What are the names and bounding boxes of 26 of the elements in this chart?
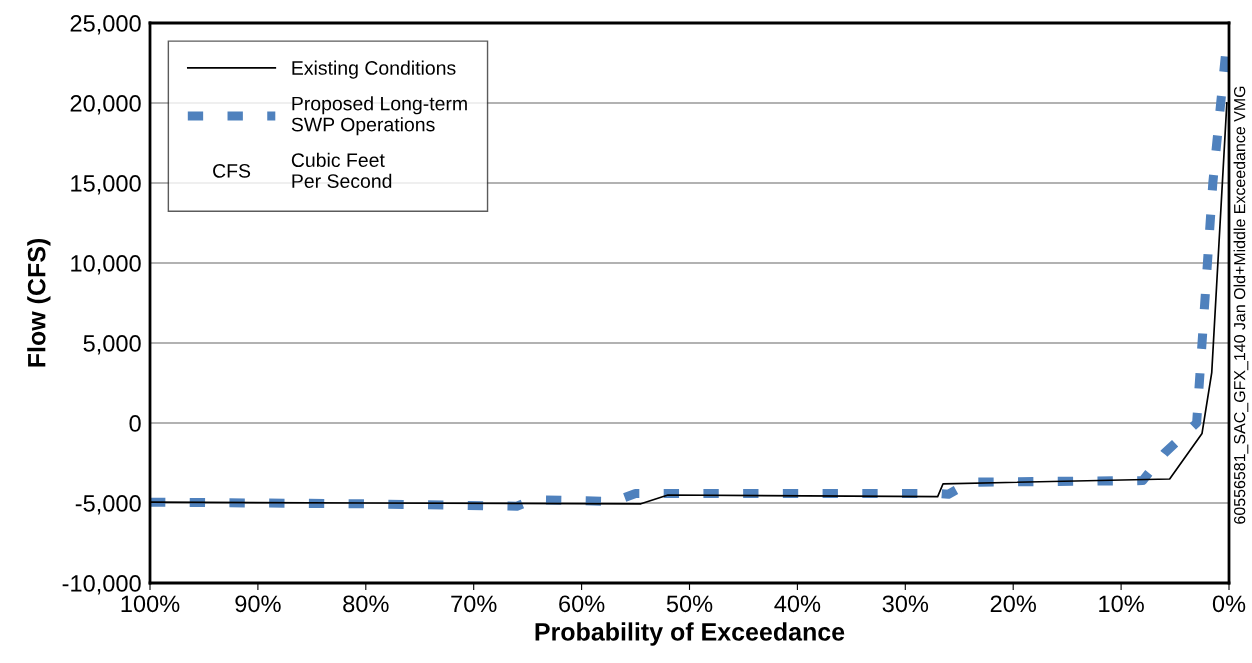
x-tick-label: 50% xyxy=(666,595,713,613)
x-tick-label: 40% xyxy=(774,595,821,613)
y-tick-label: -5,000 xyxy=(75,495,141,515)
x-tick-label: 30% xyxy=(882,595,929,613)
y-tick-label: 5,000 xyxy=(83,335,141,355)
x-tick-label: 100% xyxy=(121,595,180,613)
y-tick-label: -10,000 xyxy=(62,575,141,595)
x-tick-label: 20% xyxy=(990,595,1036,613)
x-tick-label: 80% xyxy=(343,595,389,613)
y-tick-label: 15,000 xyxy=(71,175,141,195)
x-tick-label: 70% xyxy=(451,595,497,613)
annotation: Cubic Feet Per Second xyxy=(291,152,392,188)
x-tick-label: 0% xyxy=(1212,595,1246,613)
legend-label: Existing Conditions xyxy=(292,60,456,79)
x-tick-label: 60% xyxy=(559,595,605,613)
y-tick-label: 0 xyxy=(129,415,141,432)
y-tick-label: 10,000 xyxy=(71,255,141,275)
annotation: CFS xyxy=(213,163,251,178)
legend-label: Proposed Long-term SWP Operations xyxy=(291,96,467,136)
x-tick-label: 10% xyxy=(1099,595,1144,613)
y-axis-title: Flow (CFS) xyxy=(27,238,51,367)
y-tick-label: 20,000 xyxy=(70,95,141,115)
x-axis-title: Probability of Exceedance xyxy=(535,622,845,646)
x-tick-label: 90% xyxy=(235,595,281,613)
y-tick-label: 25,000 xyxy=(70,15,141,35)
text: 60556581_SAC_GFX_140 Jan Old+Middle Exceedance VMG xyxy=(1233,86,1249,524)
